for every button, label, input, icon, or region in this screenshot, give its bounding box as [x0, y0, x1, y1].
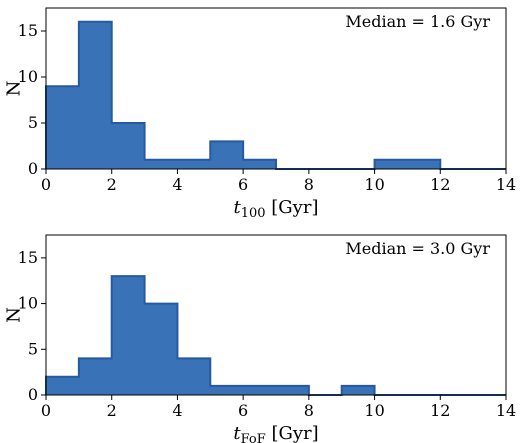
- y-tick-label: 15: [18, 21, 38, 40]
- histogram-bar: [45, 376, 80, 396]
- histogram-bar: [144, 303, 178, 396]
- x-tick-label: 8: [304, 175, 314, 194]
- x-axis-label-symbol: t: [234, 197, 242, 218]
- median-annotation: Median = 1.6 Gyr: [345, 12, 490, 31]
- x-tick-label: 10: [364, 401, 384, 420]
- y-axis-label: N: [4, 307, 25, 323]
- x-tick-label: 12: [430, 401, 450, 420]
- x-tick-label: 12: [430, 175, 450, 194]
- x-axis-label-unit: [Gyr]: [266, 423, 319, 443]
- x-axis-label: t100 [Gyr]: [234, 197, 319, 221]
- y-tick-label: 5: [28, 113, 38, 132]
- plot-frame: [45, 7, 507, 170]
- histogram-bar: [209, 141, 244, 170]
- y-tick-label: 10: [18, 294, 38, 313]
- x-tick-label: 2: [107, 401, 117, 420]
- histogram-bar: [45, 85, 80, 170]
- x-tick-label: 6: [238, 175, 248, 194]
- histogram-bar: [78, 358, 113, 396]
- y-tick-label: 0: [28, 385, 38, 404]
- histogram-bar: [177, 358, 211, 396]
- x-axis-label-subscript: FoF: [241, 432, 266, 443]
- histogram-bar: [177, 159, 211, 170]
- histogram-bar: [111, 275, 145, 396]
- y-tick-label: 15: [18, 248, 38, 267]
- x-axis-label-subscript: 100: [241, 206, 266, 221]
- x-tick-label: 0: [41, 401, 51, 420]
- y-ticks: 0 5 10 15: [18, 248, 46, 404]
- x-tick-label: 10: [364, 175, 384, 194]
- histogram-bar: [341, 385, 375, 396]
- bars-group: [45, 20, 506, 170]
- x-tick-label: 8: [304, 401, 314, 420]
- y-tick-label: 5: [28, 339, 38, 358]
- x-axis-label: tFoF [Gyr]: [233, 423, 318, 443]
- x-axis-label-unit: [Gyr]: [266, 197, 319, 218]
- x-tick-label: 4: [172, 175, 182, 194]
- y-ticks: 0 5 10 15: [18, 21, 46, 178]
- x-axis-label-symbol: t: [233, 423, 241, 443]
- histogram-outline: [45, 20, 506, 170]
- x-tick-label: 14: [496, 175, 516, 194]
- histogram-bar: [242, 159, 277, 170]
- y-tick-label: 10: [18, 67, 38, 86]
- x-tick-label: 14: [496, 401, 516, 420]
- histogram-bar: [407, 159, 441, 170]
- histogram-bar: [78, 21, 113, 170]
- x-tick-label: 0: [41, 175, 51, 194]
- histogram-panel-tfof: 0 2 4 6 8 10 12 14 0 5 10 15 Median = 3.0 Gyr N tF…: [4, 234, 516, 443]
- x-ticks: 0 2 4 6 8 10 12 14: [41, 395, 516, 420]
- histogram-bar: [275, 385, 310, 396]
- histogram-bar: [374, 159, 408, 170]
- x-tick-label: 4: [172, 401, 182, 420]
- histogram-bar: [209, 385, 244, 396]
- y-axis-label: N: [4, 81, 25, 97]
- x-tick-label: 2: [107, 175, 117, 194]
- histogram-bar: [111, 122, 145, 170]
- histogram-panel-t100: 0 2 4 6 8 10 12 14 0 5 10 15 Median = 1.6 Gyr N t1…: [4, 7, 516, 221]
- plot-frame: [45, 234, 507, 396]
- median-annotation: Median = 3.0 Gyr: [345, 239, 490, 258]
- x-ticks: 0 2 4 6 8 10 12 14: [41, 169, 516, 194]
- x-tick-label: 6: [238, 401, 248, 420]
- bars-group: [45, 275, 506, 396]
- y-tick-label: 0: [28, 159, 38, 178]
- histogram-bar: [242, 385, 277, 396]
- histogram-bar: [144, 159, 178, 170]
